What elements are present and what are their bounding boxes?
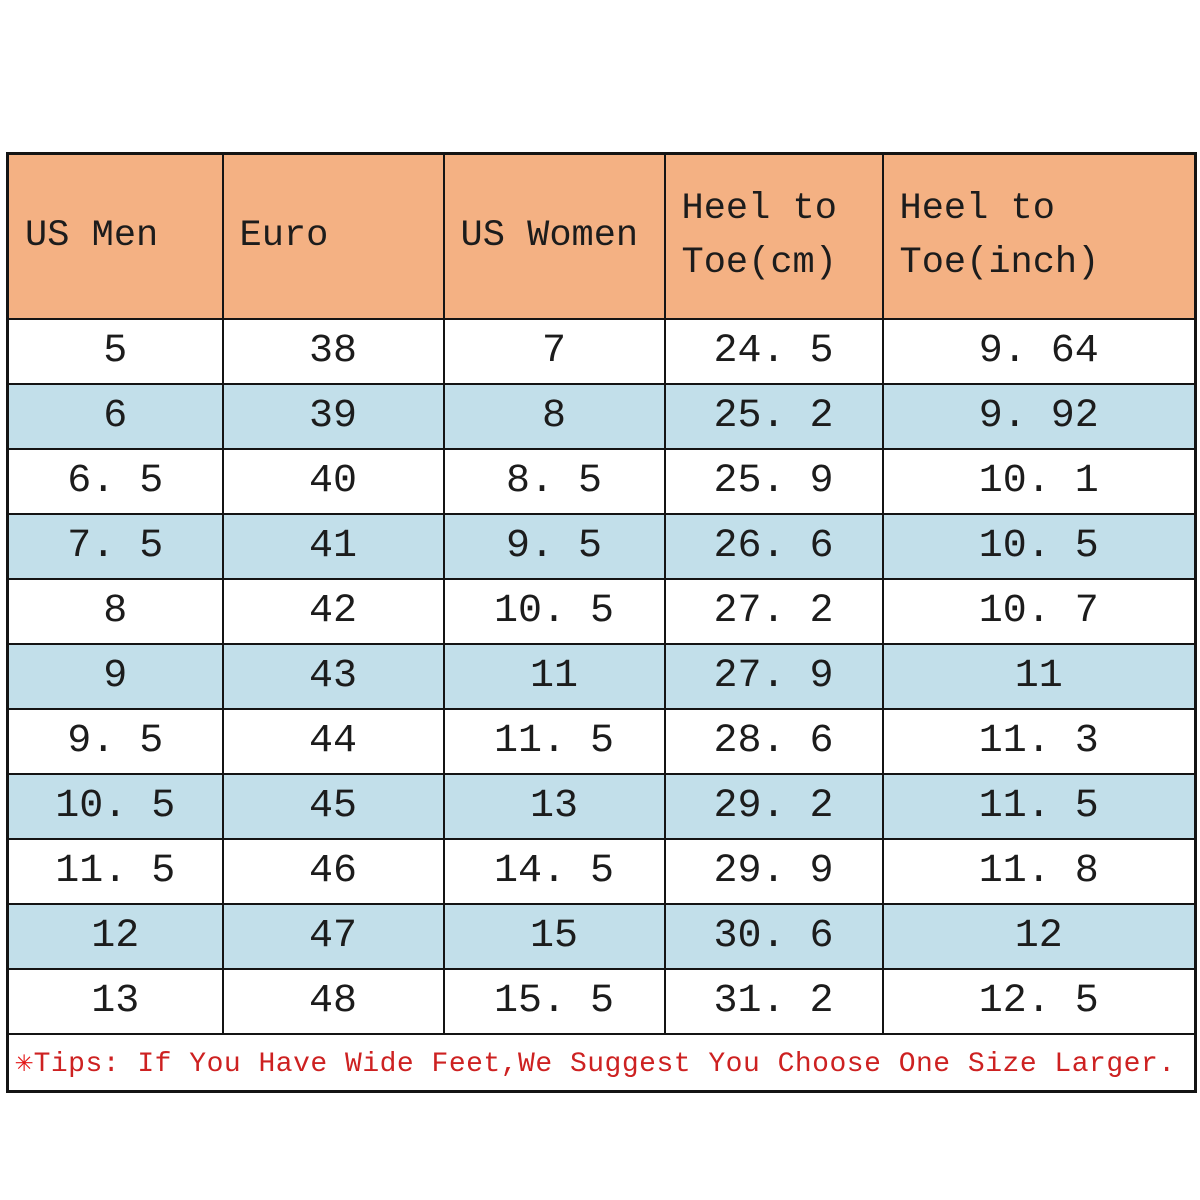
size-cell: 9. 64 xyxy=(881,318,1197,385)
table-row: 6. 5 40 8. 5 25. 9 10. 1 xyxy=(6,448,1197,515)
size-cell: 40 xyxy=(221,448,445,515)
size-cell: 15 xyxy=(442,903,666,970)
size-cell: 8 xyxy=(442,383,666,450)
size-cell: 27. 2 xyxy=(663,578,884,645)
size-cell: 5 xyxy=(6,318,224,385)
size-cell: 8. 5 xyxy=(442,448,666,515)
size-chart-body: 5 38 7 24. 5 9. 64 6 39 8 25. 2 9. 92 6.… xyxy=(6,318,1197,1035)
size-cell: 9. 92 xyxy=(881,383,1197,450)
table-row: 9 43 11 27. 9 11 xyxy=(6,643,1197,710)
size-cell: 10. 7 xyxy=(881,578,1197,645)
size-cell: 48 xyxy=(221,968,445,1035)
size-cell: 15. 5 xyxy=(442,968,666,1035)
size-cell: 27. 9 xyxy=(663,643,884,710)
size-cell: 10. 5 xyxy=(881,513,1197,580)
asterisk-icon: ✳ xyxy=(15,1047,34,1081)
header-row: US Men Euro US Women Heel to Toe(cm) Hee… xyxy=(6,152,1197,320)
size-cell: 42 xyxy=(221,578,445,645)
size-cell: 41 xyxy=(221,513,445,580)
size-cell: 14. 5 xyxy=(442,838,666,905)
size-cell: 6. 5 xyxy=(6,448,224,515)
size-chart-header: US Men Euro US Women Heel to Toe(cm) Hee… xyxy=(6,152,1197,320)
size-cell: 13 xyxy=(442,773,666,840)
size-cell: 43 xyxy=(221,643,445,710)
tips-text: Tips: If You Have Wide Feet,We Suggest Y… xyxy=(33,1049,1176,1080)
size-cell: 10. 5 xyxy=(6,773,224,840)
table-row: 13 48 15. 5 31. 2 12. 5 xyxy=(6,968,1197,1035)
table-row: 10. 5 45 13 29. 2 11. 5 xyxy=(6,773,1197,840)
size-cell: 39 xyxy=(221,383,445,450)
size-chart-table: US Men Euro US Women Heel to Toe(cm) Hee… xyxy=(6,152,1197,1093)
table-row: 5 38 7 24. 5 9. 64 xyxy=(6,318,1197,385)
size-cell: 30. 6 xyxy=(663,903,884,970)
column-header-euro: Euro xyxy=(221,152,445,320)
size-chart-footer: ✳Tips: If You Have Wide Feet,We Suggest … xyxy=(6,1033,1197,1093)
size-cell: 45 xyxy=(221,773,445,840)
size-cell: 9. 5 xyxy=(442,513,666,580)
size-cell: 11. 5 xyxy=(881,773,1197,840)
size-chart: US Men Euro US Women Heel to Toe(cm) Hee… xyxy=(6,152,1197,1093)
size-cell: 10. 5 xyxy=(442,578,666,645)
size-cell: 10. 1 xyxy=(881,448,1197,515)
size-cell: 11. 5 xyxy=(6,838,224,905)
size-cell: 11. 3 xyxy=(881,708,1197,775)
size-cell: 28. 6 xyxy=(663,708,884,775)
size-cell: 44 xyxy=(221,708,445,775)
tips-note: ✳Tips: If You Have Wide Feet,We Suggest … xyxy=(6,1033,1197,1093)
size-cell: 9 xyxy=(6,643,224,710)
size-cell: 12 xyxy=(6,903,224,970)
size-cell: 11 xyxy=(442,643,666,710)
size-cell: 11. 8 xyxy=(881,838,1197,905)
size-cell: 9. 5 xyxy=(6,708,224,775)
size-cell: 25. 2 xyxy=(663,383,884,450)
size-cell: 29. 2 xyxy=(663,773,884,840)
table-row: 9. 5 44 11. 5 28. 6 11. 3 xyxy=(6,708,1197,775)
size-cell: 25. 9 xyxy=(663,448,884,515)
size-cell: 7 xyxy=(442,318,666,385)
table-row: 6 39 8 25. 2 9. 92 xyxy=(6,383,1197,450)
size-cell: 6 xyxy=(6,383,224,450)
column-header-us-women: US Women xyxy=(442,152,666,320)
size-cell: 38 xyxy=(221,318,445,385)
size-cell: 11. 5 xyxy=(442,708,666,775)
size-cell: 13 xyxy=(6,968,224,1035)
size-cell: 12 xyxy=(881,903,1197,970)
size-cell: 12. 5 xyxy=(881,968,1197,1035)
table-row: 7. 5 41 9. 5 26. 6 10. 5 xyxy=(6,513,1197,580)
table-row: 11. 5 46 14. 5 29. 9 11. 8 xyxy=(6,838,1197,905)
size-cell: 7. 5 xyxy=(6,513,224,580)
size-cell: 46 xyxy=(221,838,445,905)
table-row: 8 42 10. 5 27. 2 10. 7 xyxy=(6,578,1197,645)
size-cell: 8 xyxy=(6,578,224,645)
size-cell: 47 xyxy=(221,903,445,970)
tips-row: ✳Tips: If You Have Wide Feet,We Suggest … xyxy=(6,1033,1197,1093)
size-cell: 29. 9 xyxy=(663,838,884,905)
size-cell: 11 xyxy=(881,643,1197,710)
size-cell: 26. 6 xyxy=(663,513,884,580)
size-cell: 31. 2 xyxy=(663,968,884,1035)
column-header-heel-to-toe-inch: Heel to Toe(inch) xyxy=(881,152,1197,320)
column-header-us-men: US Men xyxy=(6,152,224,320)
table-row: 12 47 15 30. 6 12 xyxy=(6,903,1197,970)
size-cell: 24. 5 xyxy=(663,318,884,385)
column-header-heel-to-toe-cm: Heel to Toe(cm) xyxy=(663,152,884,320)
